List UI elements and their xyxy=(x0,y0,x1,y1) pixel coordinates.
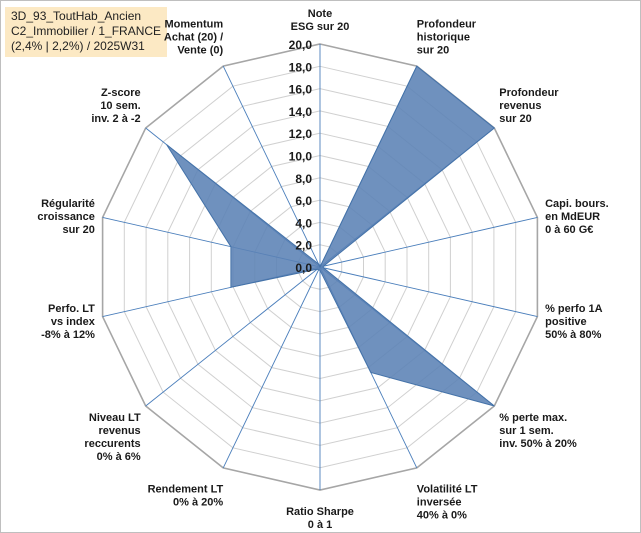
axis-label-8-line-0: Rendement LT xyxy=(148,484,224,496)
axis-label-7-line-0: Ratio Sharpe xyxy=(286,506,354,518)
axis-label-8: Rendement LT 0% à 20% xyxy=(148,484,224,509)
axis-label-1: Profondeur historique sur 20 xyxy=(417,19,477,57)
axis-label-3-line-1: en MdEUR xyxy=(545,211,600,223)
axis-label-12: Z-score 10 sem. inv. 2 à -2 xyxy=(91,87,140,125)
axis-label-2-line-0: Profondeur xyxy=(499,87,559,99)
spoke-13 xyxy=(222,65,321,268)
axis-label-3-line-2: 0 à 60 G€ xyxy=(545,224,593,236)
axis-label-5: % perte max. sur 1 sem. inv. 50% à 20% xyxy=(499,412,577,450)
axis-label-9-line-3: 0% à 6% xyxy=(97,451,141,463)
axis-label-1-line-0: Profondeur xyxy=(417,19,477,31)
axis-label-3-line-0: Capi. bours. xyxy=(545,198,609,210)
axis-label-1-line-2: sur 20 xyxy=(417,45,449,57)
axis-label-11: Régularité croissance sur 20 xyxy=(37,198,94,236)
axis-label-13: Momentum Achat (20) / Vente (0) xyxy=(164,19,224,57)
axis-label-6-line-1: inversée xyxy=(417,497,462,509)
series-area xyxy=(166,65,496,407)
axis-label-5-line-1: sur 1 sem. xyxy=(499,425,553,437)
axis-label-7: Ratio Sharpe 0 à 1 xyxy=(286,506,354,531)
chart-title-box: 3D_93_ToutHab_Ancien C2_Immobilier / 1_F… xyxy=(5,7,168,57)
axis-label-0-line-0: Note xyxy=(308,8,332,20)
axis-label-2: Profondeur revenus sur 20 xyxy=(499,87,559,125)
tick-label-3: 6,0 xyxy=(295,194,312,208)
axis-label-0-line-1: ESG sur 20 xyxy=(291,21,350,33)
spoke-9 xyxy=(145,266,321,407)
axis-label-1-line-1: historique xyxy=(417,32,470,44)
axis-label-10: Perfo. LT vs index -8% à 12% xyxy=(41,303,96,341)
axis-label-4-line-1: positive xyxy=(545,316,587,328)
tick-label-5: 10,0 xyxy=(289,150,313,164)
axis-label-4-line-2: 50% à 80% xyxy=(545,329,601,341)
radial-tick-labels: 0,0 2,0 4,0 6,0 8,0 10,0 12,0 14,0 16,0 18,0 20,0 xyxy=(289,38,313,275)
axis-labels: Note ESG sur 20 Profondeur historique sur 20… xyxy=(37,8,608,531)
title-line-1: 3D_93_ToutHab_Ancien xyxy=(11,9,142,23)
axis-label-13-line-2: Vente (0) xyxy=(177,45,223,57)
axis-label-11-line-2: sur 20 xyxy=(62,224,94,236)
tick-label-4: 8,0 xyxy=(295,172,312,186)
spoke-3 xyxy=(319,216,538,268)
axis-label-12-line-1: 10 sem. xyxy=(100,100,140,112)
axis-label-3: Capi. bours. en MdEUR 0 à 60 G€ xyxy=(545,198,609,236)
axis-label-9-line-0: Niveau LT xyxy=(89,412,141,424)
tick-label-1: 2,0 xyxy=(295,239,312,253)
tick-label-9: 18,0 xyxy=(289,60,313,74)
axis-label-9-line-1: revenus xyxy=(98,425,140,437)
tick-label-7: 14,0 xyxy=(289,105,313,119)
title-line-3: (2,4% | 2,2%) / 2025W31 xyxy=(11,39,145,53)
axis-label-5-line-0: % perte max. xyxy=(499,412,567,424)
axis-label-2-line-1: revenus xyxy=(499,100,541,112)
axis-label-8-line-1: 0% à 20% xyxy=(173,497,223,509)
axis-label-4: % perfo 1A positive 50% à 80% xyxy=(545,303,603,341)
tick-label-0: 0,0 xyxy=(295,261,312,275)
axis-label-6-line-2: 40% à 0% xyxy=(417,510,467,522)
axis-label-13-line-0: Momentum xyxy=(165,19,224,31)
tick-label-2: 4,0 xyxy=(295,216,312,230)
title-line-2: C2_Immobilier / 1_FRANCE xyxy=(11,24,162,38)
axis-label-4-line-0: % perfo 1A xyxy=(545,303,603,315)
axis-label-10-line-1: vs index xyxy=(51,316,96,328)
axis-label-6: Volatilité LT inversée 40% à 0% xyxy=(417,484,478,522)
axis-label-12-line-2: inv. 2 à -2 xyxy=(91,113,140,125)
axis-label-10-line-0: Perfo. LT xyxy=(48,303,95,315)
spoke-4 xyxy=(319,266,538,318)
tick-label-10: 20,0 xyxy=(289,38,313,52)
axis-label-10-line-2: -8% à 12% xyxy=(41,329,95,341)
axis-label-0: Note ESG sur 20 xyxy=(291,8,350,33)
axis-label-9: Niveau LT revenus reccurents 0% à 6% xyxy=(84,412,141,463)
tick-label-6: 12,0 xyxy=(289,127,313,141)
axis-label-7-line-1: 0 à 1 xyxy=(308,519,332,531)
axis-label-11-line-1: croissance xyxy=(37,211,94,223)
axis-label-9-line-2: reccurents xyxy=(84,438,140,450)
radar-series xyxy=(166,65,496,407)
axis-label-13-line-1: Achat (20) / xyxy=(164,32,223,44)
axis-label-2-line-2: sur 20 xyxy=(499,113,531,125)
axis-label-5-line-2: inv. 50% à 20% xyxy=(499,438,577,450)
axis-label-11-line-0: Régularité xyxy=(41,198,95,210)
tick-label-8: 16,0 xyxy=(289,83,313,97)
axis-label-6-line-0: Volatilité LT xyxy=(417,484,478,496)
axis-label-12-line-0: Z-score xyxy=(101,87,141,99)
spoke-8 xyxy=(222,266,321,469)
